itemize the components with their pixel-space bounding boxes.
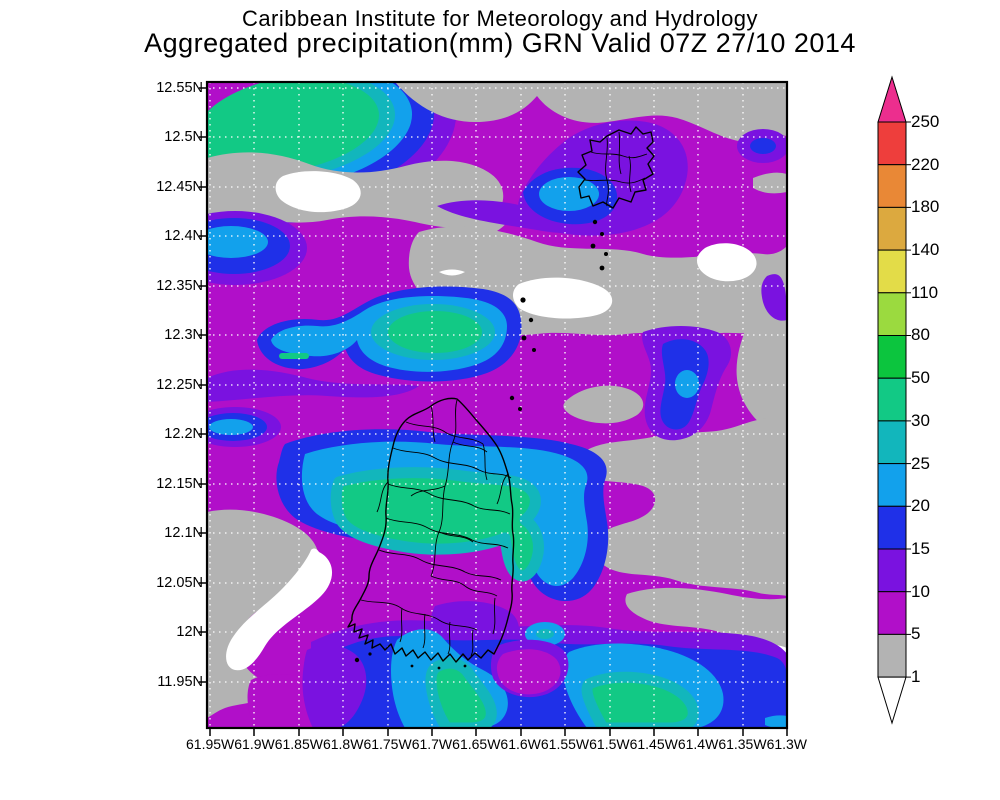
contour-fills bbox=[207, 82, 787, 728]
chart-title-product: Aggregated precipitation(mm) GRN Valid 0… bbox=[144, 28, 856, 58]
lat-tick-label: 12.3N bbox=[164, 327, 203, 343]
lon-tick-label: 61.45W bbox=[629, 736, 678, 752]
lat-tick-label: 11.95N bbox=[157, 674, 203, 690]
lon-tick-label: 61.85W bbox=[274, 736, 323, 752]
lon-tick-label: 61.35W bbox=[718, 736, 767, 752]
lon-tick-label: 61.8W bbox=[322, 736, 364, 752]
lat-tick-label: 12.35N bbox=[156, 278, 203, 294]
lon-tick-label: 61.65W bbox=[452, 736, 501, 752]
lon-tick-label: 61.95W bbox=[186, 736, 235, 752]
lon-tick-label: 61.55W bbox=[540, 736, 590, 752]
carriacou-coastline bbox=[577, 126, 655, 209]
lon-tick-label: 61.5W bbox=[589, 736, 630, 752]
lon-tick-label: 61.9W bbox=[234, 736, 275, 752]
colorbar-tick-label: 110 bbox=[911, 283, 939, 302]
islet-dots bbox=[354, 219, 608, 670]
colorbar-tick-label: 30 bbox=[911, 411, 930, 430]
colorbar-tick-label: 80 bbox=[911, 325, 930, 344]
colorbar-tick-label: 5 bbox=[911, 624, 921, 643]
colorbar-tick-label: 180 bbox=[911, 197, 940, 216]
colorbar-tick-label: 15 bbox=[911, 539, 930, 558]
colorbar-tick-label: 250 bbox=[911, 112, 940, 131]
colorbar-tick-label: 10 bbox=[911, 582, 930, 601]
colorbar-ticks bbox=[906, 121, 911, 678]
lat-tick-label: 12.2N bbox=[164, 426, 203, 442]
lat-tick-label: 12.55N bbox=[156, 80, 203, 96]
lon-tick-label: 61.75W bbox=[363, 736, 412, 752]
lon-axis: 61.95W 61.9W 61.85W 61.8W 61.75W 61.7W 6… bbox=[186, 736, 807, 752]
colorbar-tick-label: 20 bbox=[911, 496, 930, 515]
island-outlines bbox=[347, 126, 655, 670]
lat-tick-label: 12.5N bbox=[164, 129, 203, 145]
colorbar-tick-label: 25 bbox=[911, 454, 930, 473]
precipitation-map bbox=[199, 80, 789, 736]
colorbar-tick-label: 1 bbox=[911, 667, 921, 686]
carriacou-watershed-lines bbox=[584, 131, 648, 207]
lon-tick-label: 61.6W bbox=[500, 736, 541, 752]
grenada-watershed-lines bbox=[360, 399, 512, 657]
lon-tick-label: 61.7W bbox=[411, 736, 453, 752]
lat-tick-label: 12.25N bbox=[156, 377, 203, 393]
lat-tick-label: 12.1N bbox=[164, 525, 203, 541]
map-frame bbox=[205, 80, 789, 730]
grenada-coastline bbox=[347, 397, 515, 663]
lon-tick-label: 61.3W bbox=[766, 736, 808, 752]
colorbar-tick-label: 220 bbox=[911, 155, 940, 174]
graticule bbox=[207, 82, 788, 728]
colorbar-tick-label: 140 bbox=[911, 240, 940, 259]
lat-tick-label: 12.05N bbox=[156, 575, 203, 591]
colorbar bbox=[877, 75, 911, 725]
colorbar-tick-label: 50 bbox=[911, 368, 930, 387]
lon-tick-label: 61.4W bbox=[677, 736, 719, 752]
lat-tick-label: 12.4N bbox=[164, 228, 203, 244]
lat-tick-label: 12.45N bbox=[156, 179, 203, 195]
chart-title-institution: Caribbean Institute for Meteorology and … bbox=[241, 6, 759, 31]
lat-tick-label: 12.15N bbox=[156, 476, 203, 492]
lat-tick-label: 12N bbox=[176, 624, 203, 640]
axis-ticks bbox=[199, 87, 788, 736]
